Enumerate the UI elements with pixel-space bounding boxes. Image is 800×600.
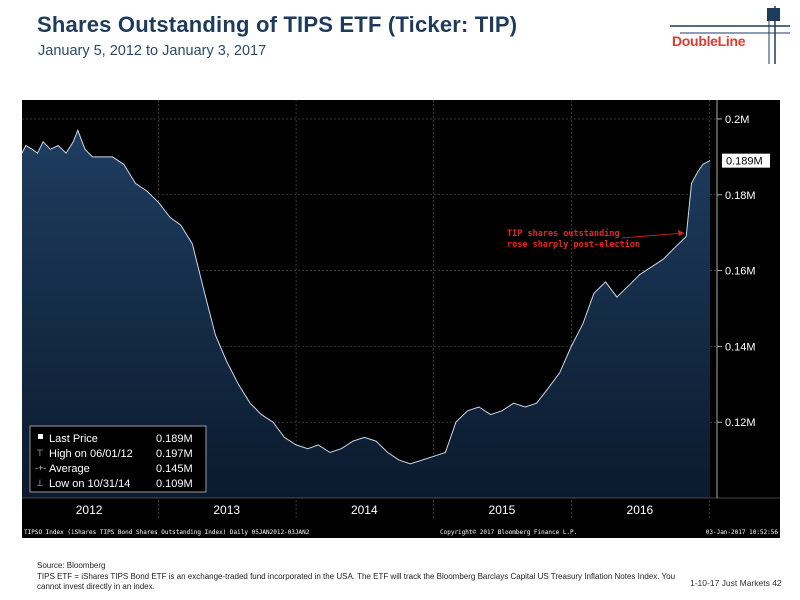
x-axis: 2012 2013 2014 2015 2016	[76, 503, 654, 517]
logo-text: DoubleLine	[672, 33, 746, 49]
legend-value-low: 0.109M	[156, 478, 193, 490]
x-tick-label: 2016	[627, 503, 654, 517]
annotation-arrow	[621, 232, 685, 239]
legend-label-last: Last Price	[49, 433, 98, 445]
legend-marker-average: -+-	[35, 463, 46, 473]
x-tick-label: 2015	[489, 503, 516, 517]
legend-value-average: 0.145M	[156, 463, 193, 475]
y-tick-label: 0.2M	[725, 114, 749, 126]
legend-label-low: Low on 10/31/14	[49, 478, 130, 490]
x-tick-label: 2012	[76, 503, 103, 517]
legend: Last Price 0.189M ⊤ High on 06/01/12 0.1…	[29, 425, 207, 493]
bottom-info-bar: TIPSO Index (iShares TIPS Bond Shares Ou…	[24, 529, 778, 536]
annotation-line-2: rose sharply post-election	[507, 239, 640, 250]
legend-label-high: High on 06/01/12	[49, 448, 133, 460]
legend-value-last: 0.189M	[156, 433, 193, 445]
footer-source: Source: Bloomberg	[37, 561, 106, 570]
legend-box	[29, 425, 207, 493]
bottom-bar-right: 03-Jan-2017 10:52:56	[706, 529, 779, 536]
logo-graphic	[670, 6, 790, 64]
footer-note: TIPS ETF = iShares TIPS Bond ETF is an e…	[37, 572, 676, 591]
y-tick-label: 0.16M	[725, 266, 756, 278]
annotation: TIP shares outstanding rose sharply post…	[507, 228, 685, 250]
y-tick-label: 0.14M	[725, 341, 756, 353]
series-line	[22, 128, 711, 465]
x-tick-label: 2014	[351, 503, 378, 517]
annotation-line-1: TIP shares outstanding	[507, 228, 620, 239]
legend-marker-low: ⊥	[36, 478, 44, 488]
bottom-bar-center: Copyright© 2017 Bloomberg Finance L.P.	[440, 529, 577, 536]
y-tick-label: 0.18M	[725, 190, 756, 202]
legend-value-high: 0.197M	[156, 448, 193, 460]
legend-marker-high: ⊤	[36, 448, 44, 458]
legend-label-average: Average	[49, 463, 90, 475]
annotation-arrowhead	[678, 230, 684, 236]
page-title: Shares Outstanding of TIPS ETF (Ticker: …	[37, 12, 518, 37]
footer-page-number: 1-10-17 Just Markets 42	[690, 578, 782, 588]
bottom-bar-left: TIPSO Index (iShares TIPS Bond Shares Ou…	[24, 529, 310, 536]
series-area	[22, 130, 710, 499]
last-value-label: 0.189M	[726, 156, 763, 168]
page-subtitle: January 5, 2012 to January 3, 2017	[38, 43, 267, 59]
x-tick-label: 2013	[213, 503, 240, 517]
legend-marker-last	[38, 434, 43, 439]
y-axis: 0.2M 0.18M 0.16M 0.14M 0.12M	[717, 114, 756, 429]
last-value-marker: 0.189M	[722, 153, 770, 168]
y-tick-label: 0.12M	[725, 417, 756, 429]
